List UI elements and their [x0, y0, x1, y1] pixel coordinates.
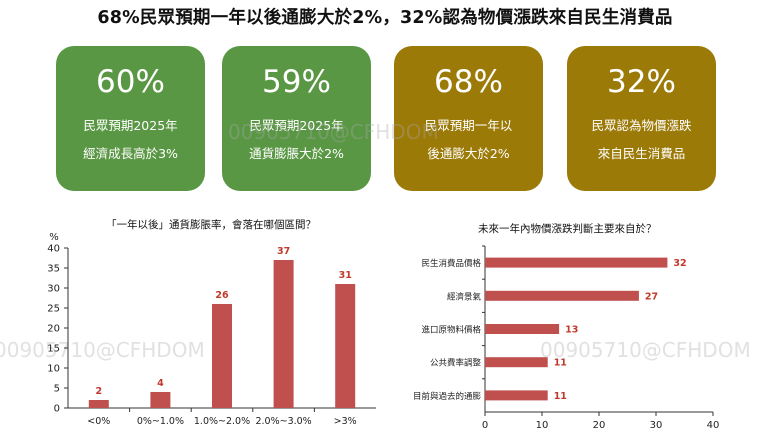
stat-value: 59% [262, 64, 331, 100]
x-tick-label: 1.0%~2.0% [194, 416, 250, 427]
bar [212, 304, 232, 408]
stat-desc-line1: 民眾認為物價漲跌 [591, 118, 692, 133]
x-tick-label: 0%~1.0% [137, 416, 184, 427]
x-tick-label: 2.0%~3.0% [255, 416, 311, 427]
y-tick-label: 目前與過去的通膨 [413, 391, 482, 402]
y-tick-label: 0 [54, 404, 60, 415]
y-tick-label: 20 [47, 324, 60, 335]
bar-value-label: 4 [157, 378, 164, 389]
y-tick-label: 15 [47, 344, 60, 355]
bar [150, 392, 171, 408]
x-tick-label: <0% [87, 416, 110, 427]
bar-value-label: 11 [554, 391, 567, 402]
y-tick-label: 公共費率調整 [430, 358, 482, 369]
stat-value: 32% [607, 64, 676, 100]
y-tick-label: 25 [47, 304, 60, 315]
left-chart-title: 「一年以後」通貨膨脹率，會落在哪個區間？ [106, 219, 316, 231]
bar-value-label: 27 [645, 291, 658, 302]
bar [485, 324, 560, 334]
bar-value-label: 26 [215, 290, 229, 301]
bar [88, 400, 109, 408]
stat-value: 68% [434, 64, 503, 100]
stat-desc-line1: 民眾預期一年以 [424, 118, 513, 133]
bar [485, 290, 639, 301]
watermark-left: 00905710@CFHDOM [0, 338, 205, 362]
y-tick-label: 35 [47, 264, 60, 275]
y-tick-label: 經濟景氣 [447, 291, 482, 302]
x-tick-label: 20 [593, 420, 606, 431]
bar-value-label: 31 [339, 270, 352, 281]
bar [273, 260, 294, 408]
bar-value-label: 37 [277, 246, 290, 257]
watermark-right: 00905710@CFHDOM [540, 338, 751, 362]
y-tick-label: 10 [47, 364, 60, 375]
watermark-top: 00905710@CFHDOM [228, 120, 439, 144]
y-axis-unit-label: % [49, 232, 59, 243]
bar [485, 257, 668, 268]
bar-value-label: 11 [554, 358, 567, 369]
y-tick-label: 民生消費品價格 [421, 258, 481, 269]
stat-card-gdp-expectation: 60% 民眾預期2025年 經濟成長高於3% [56, 46, 205, 191]
x-tick-label: 0 [482, 420, 488, 431]
headline: 68%民眾預期一年以後通膨大於2%，32%認為物價漲跌來自民生消費品 [97, 8, 673, 28]
x-tick-label: 30 [650, 420, 663, 431]
stat-desc-line1: 民眾預期2025年 [83, 118, 178, 133]
bar [485, 357, 548, 368]
stat-desc-line1: 民眾預期2025年 [249, 118, 344, 133]
price-source-bar-chart: 0 10 20 30 40 32 民生消費品價格 27 經濟景氣 13 進口原物料價格 11 公共費率調… [413, 245, 720, 431]
y-tick-label: 進口原物料價格 [421, 325, 481, 336]
inflation-range-bar-chart: % 0 5 10 15 20 25 30 35 40 2 <0% 4 0%~1.0% 26 1.0%~2.0%… [47, 232, 376, 427]
y-tick-label: 30 [47, 284, 60, 295]
bar-value-label: 2 [95, 386, 102, 397]
bar [485, 390, 548, 401]
stat-card-inflation-2025: 59% 民眾預期2025年 通貨膨脹大於2% [222, 46, 371, 191]
right-chart-title: 未來一年內物價漲跌判斷主要來自於？ [478, 223, 657, 235]
stat-desc-line2: 後通膨大於2% [427, 146, 510, 161]
stat-desc-line2: 通貨膨脹大於2% [249, 146, 344, 161]
bar-value-label: 13 [565, 325, 578, 336]
stat-desc-line2: 經濟成長高於3% [83, 146, 178, 161]
x-tick-label: 40 [707, 420, 720, 431]
x-tick-label: 10 [536, 420, 549, 431]
y-tick-label: 5 [54, 384, 60, 395]
stat-value: 60% [96, 64, 165, 100]
bar [335, 284, 356, 408]
stat-desc-line2: 來自民生消費品 [597, 146, 686, 161]
y-tick-label: 40 [47, 244, 60, 255]
bar-value-label: 32 [673, 258, 686, 269]
stat-card-price-source: 32% 民眾認為物價漲跌 來自民生消費品 [567, 46, 716, 191]
stat-card-inflation-one-year: 68% 民眾預期一年以 後通膨大於2% [394, 46, 543, 191]
x-tick-label: >3% [334, 416, 357, 427]
